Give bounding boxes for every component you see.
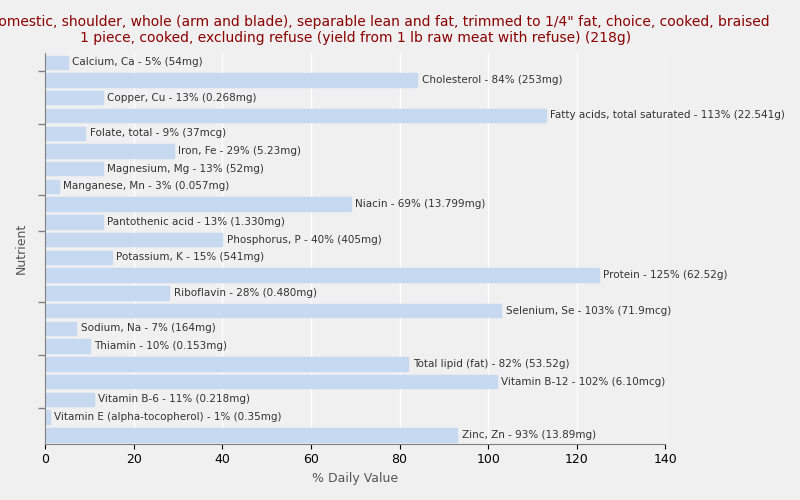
Text: Calcium, Ca - 5% (54mg): Calcium, Ca - 5% (54mg) <box>72 57 202 67</box>
Bar <box>46 340 90 353</box>
Text: Riboflavin - 28% (0.480mg): Riboflavin - 28% (0.480mg) <box>174 288 317 298</box>
Bar <box>46 56 67 69</box>
Text: Folate, total - 9% (37mcg): Folate, total - 9% (37mcg) <box>90 128 226 138</box>
Text: Iron, Fe - 29% (5.23mg): Iron, Fe - 29% (5.23mg) <box>178 146 301 156</box>
Bar <box>46 250 112 264</box>
Text: Vitamin E (alpha-tocopherol) - 1% (0.35mg): Vitamin E (alpha-tocopherol) - 1% (0.35m… <box>54 412 282 422</box>
Bar <box>46 304 502 318</box>
Text: Magnesium, Mg - 13% (52mg): Magnesium, Mg - 13% (52mg) <box>107 164 264 173</box>
Text: Selenium, Se - 103% (71.9mcg): Selenium, Se - 103% (71.9mcg) <box>506 306 671 316</box>
Bar <box>46 198 351 211</box>
Bar <box>46 144 174 158</box>
Text: Niacin - 69% (13.799mg): Niacin - 69% (13.799mg) <box>355 199 486 209</box>
Text: Cholesterol - 84% (253mg): Cholesterol - 84% (253mg) <box>422 75 562 85</box>
Bar <box>46 91 103 104</box>
Y-axis label: Nutrient: Nutrient <box>15 223 28 274</box>
Text: Zinc, Zn - 93% (13.89mg): Zinc, Zn - 93% (13.89mg) <box>462 430 596 440</box>
Text: Manganese, Mn - 3% (0.057mg): Manganese, Mn - 3% (0.057mg) <box>63 182 230 192</box>
Text: Vitamin B-6 - 11% (0.218mg): Vitamin B-6 - 11% (0.218mg) <box>98 394 250 404</box>
Text: Fatty acids, total saturated - 113% (22.541g): Fatty acids, total saturated - 113% (22.… <box>550 110 785 120</box>
Bar <box>46 375 497 388</box>
Text: Sodium, Na - 7% (164mg): Sodium, Na - 7% (164mg) <box>81 324 215 334</box>
Bar <box>46 233 222 246</box>
Bar <box>46 286 170 300</box>
Bar <box>46 392 94 406</box>
Text: Potassium, K - 15% (541mg): Potassium, K - 15% (541mg) <box>116 252 264 262</box>
Bar <box>46 357 409 370</box>
Bar <box>46 410 50 424</box>
Bar <box>46 126 86 140</box>
Bar <box>46 180 58 193</box>
Title: Lamb, domestic, shoulder, whole (arm and blade), separable lean and fat, trimmed: Lamb, domestic, shoulder, whole (arm and… <box>0 15 769 45</box>
X-axis label: % Daily Value: % Daily Value <box>312 472 398 485</box>
Bar <box>46 268 599 282</box>
Bar <box>46 428 457 442</box>
Text: Pantothenic acid - 13% (1.330mg): Pantothenic acid - 13% (1.330mg) <box>107 217 286 227</box>
Text: Thiamin - 10% (0.153mg): Thiamin - 10% (0.153mg) <box>94 341 227 351</box>
Bar <box>46 215 103 228</box>
Bar <box>46 322 76 335</box>
Bar <box>46 74 418 86</box>
Bar <box>46 162 103 175</box>
Text: Total lipid (fat) - 82% (53.52g): Total lipid (fat) - 82% (53.52g) <box>413 359 570 369</box>
Text: Phosphorus, P - 40% (405mg): Phosphorus, P - 40% (405mg) <box>227 234 382 244</box>
Text: Copper, Cu - 13% (0.268mg): Copper, Cu - 13% (0.268mg) <box>107 92 257 102</box>
Text: Protein - 125% (62.52g): Protein - 125% (62.52g) <box>603 270 728 280</box>
Bar <box>46 109 546 122</box>
Text: Vitamin B-12 - 102% (6.10mcg): Vitamin B-12 - 102% (6.10mcg) <box>502 376 666 386</box>
